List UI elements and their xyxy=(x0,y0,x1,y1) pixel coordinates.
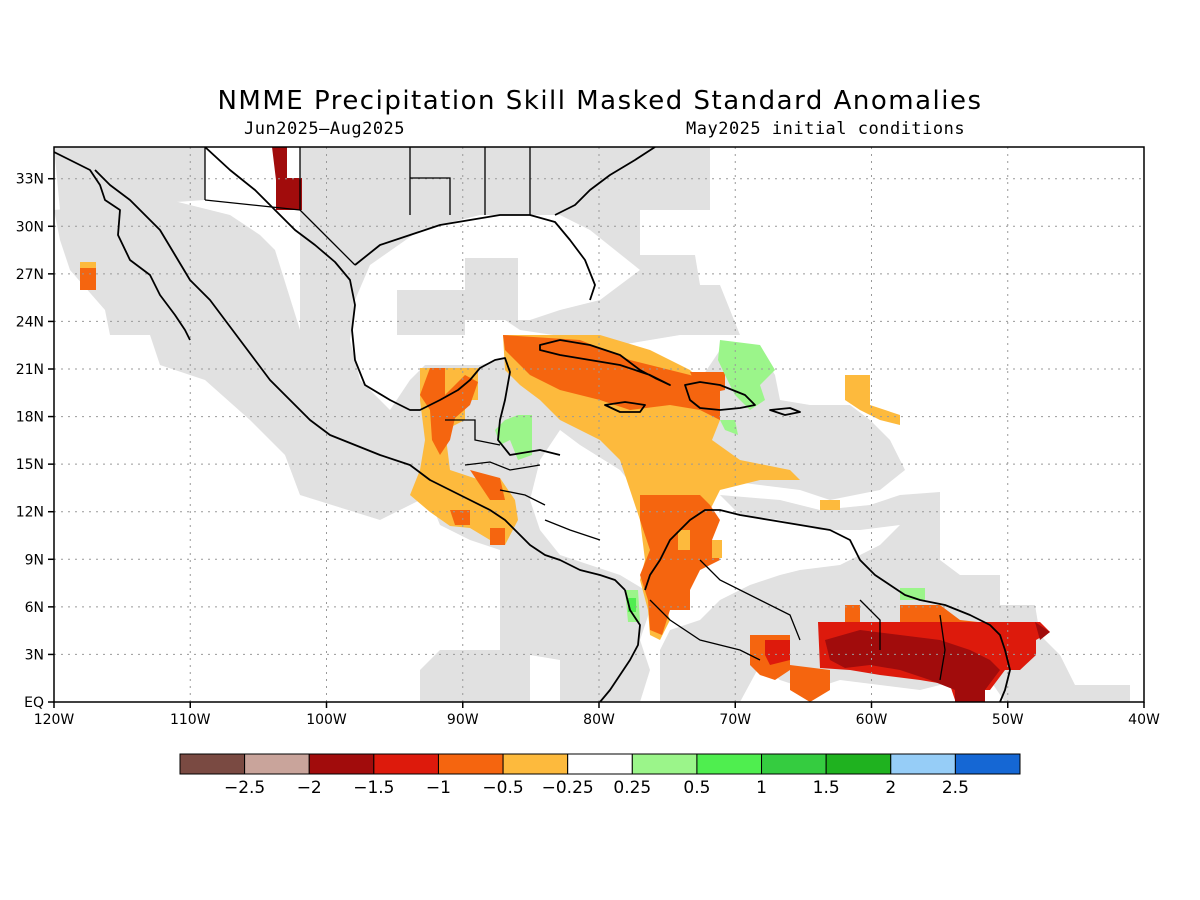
colorbar-swatch xyxy=(502,753,569,775)
borders xyxy=(204,147,946,681)
colorbar-label: 0.5 xyxy=(683,778,710,798)
colorbar: −2.5 −2 −1.5 −1 −0.5 −0.25 0.25 0.5 1 1.5 2 2.5 xyxy=(179,753,1021,798)
colorbar-label: 1 xyxy=(756,778,767,798)
lon-tick-label: 70W xyxy=(719,712,751,728)
lon-tick-label: 120W xyxy=(34,712,75,728)
initial-conditions: May2025 initial conditions xyxy=(686,119,966,139)
colorbar-swatch xyxy=(567,753,633,775)
lat-tick-label: EQ xyxy=(24,695,44,711)
lat-tick-label: 18N xyxy=(16,410,44,426)
colorbar-label: 2.5 xyxy=(942,778,969,798)
colorbar-label: 0.25 xyxy=(613,778,651,798)
forecast-period: Jun2025–Aug2025 xyxy=(244,119,406,139)
coastlines xyxy=(54,147,1011,702)
colorbar-swatch xyxy=(631,753,698,775)
colorbar-label: −1.5 xyxy=(353,778,394,798)
latitude-axis: EQ 3N 6N 9N 12N 15N 18N 21N 24N 27N 30N 33N xyxy=(16,172,54,711)
colorbar-swatch xyxy=(761,753,827,775)
lat-tick-label: 3N xyxy=(25,647,44,663)
colorbar-label: 2 xyxy=(885,778,896,798)
graticule xyxy=(54,147,1144,702)
colorbar-label: −2.5 xyxy=(224,778,265,798)
lat-tick-label: 6N xyxy=(25,600,44,616)
lon-tick-label: 80W xyxy=(583,712,615,728)
colorbar-swatch xyxy=(696,753,763,775)
lat-tick-label: 30N xyxy=(16,219,44,235)
colorbar-label: −0.25 xyxy=(542,778,594,798)
lat-tick-label: 9N xyxy=(25,552,44,568)
colorbar-swatch xyxy=(179,753,246,775)
colorbar-label: −1 xyxy=(426,778,451,798)
colorbar-swatch xyxy=(825,753,892,775)
colorbar-swatch xyxy=(890,753,956,775)
lat-tick-label: 15N xyxy=(16,457,44,473)
lon-tick-label: 90W xyxy=(447,712,479,728)
lat-tick-label: 24N xyxy=(16,314,44,330)
lon-tick-label: 50W xyxy=(992,712,1024,728)
longitude-axis: 120W 110W 100W 90W 80W 70W 60W 50W 40W xyxy=(34,702,1160,728)
lon-tick-label: 40W xyxy=(1128,712,1160,728)
lat-tick-label: 12N xyxy=(16,505,44,521)
lon-tick-label: 100W xyxy=(306,712,347,728)
map-title: NMME Precipitation Skill Masked Standard… xyxy=(217,86,983,116)
colorbar-swatch xyxy=(308,753,375,775)
lat-tick-label: 27N xyxy=(16,267,44,283)
lon-tick-label: 110W xyxy=(170,712,211,728)
colorbar-swatch xyxy=(954,753,1021,775)
colorbar-swatch xyxy=(373,753,439,775)
colorbar-label: −0.5 xyxy=(482,778,523,798)
lat-tick-label: 33N xyxy=(16,172,44,188)
lat-tick-label: 21N xyxy=(16,362,44,378)
lon-tick-label: 60W xyxy=(856,712,888,728)
colorbar-label: 1.5 xyxy=(813,778,840,798)
colorbar-swatch xyxy=(244,753,310,775)
colorbar-swatch xyxy=(437,753,504,775)
colorbar-label: −2 xyxy=(297,778,322,798)
